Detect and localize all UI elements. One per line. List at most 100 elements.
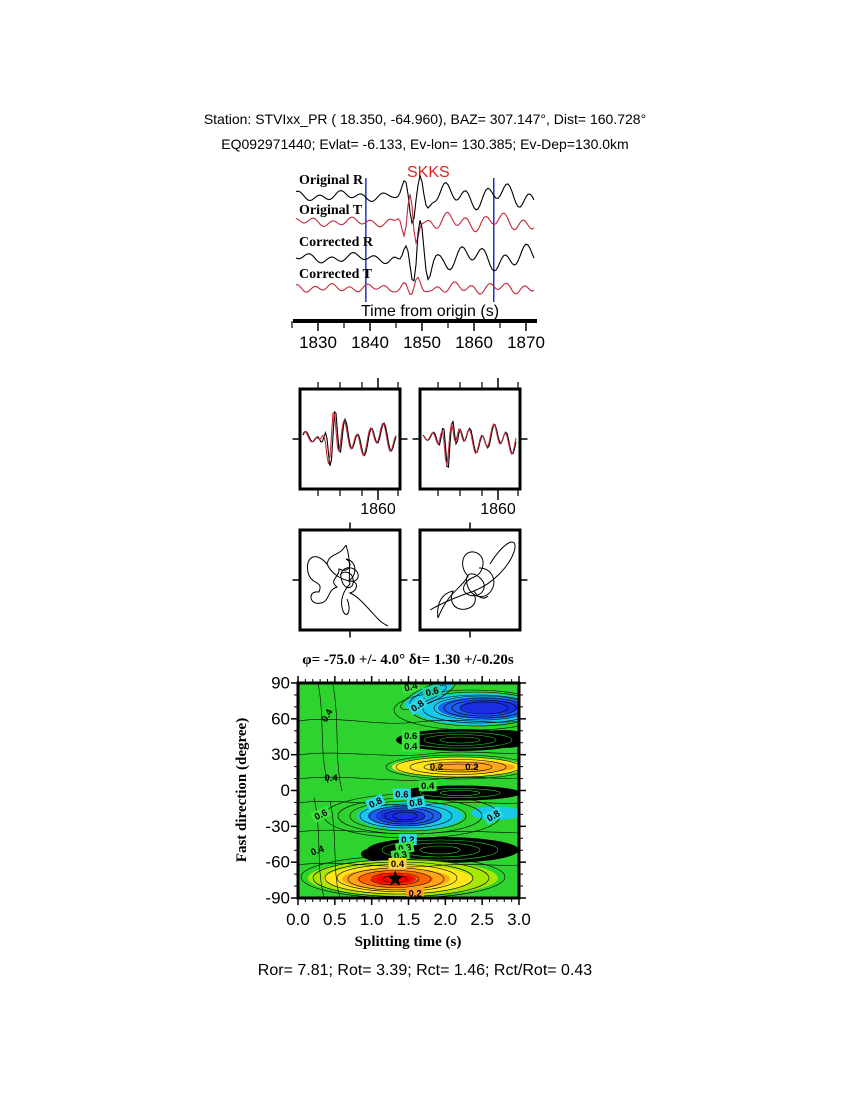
contour-x-tick-label: 1.0	[360, 910, 384, 929]
contour-label-bg	[401, 740, 420, 752]
contour-label: 0.4	[309, 843, 326, 858]
comparison-panel-1	[422, 420, 517, 468]
contour-label: 0.4	[400, 680, 421, 694]
trace-label-original-t: Original T	[299, 203, 363, 218]
contour-y-tick-label: -30	[265, 817, 290, 836]
analysis-window-lines	[365, 178, 495, 302]
contour-y-tick-label: 60	[271, 709, 290, 728]
contour-label: 0.6	[421, 683, 443, 700]
time-axis-label: Time from origin (s)	[361, 303, 499, 320]
contour-label-bg	[421, 683, 443, 700]
contour-label-bg	[482, 806, 504, 825]
contour-label-text: 0.2	[465, 762, 478, 773]
seismogram-trace-0	[295, 173, 535, 225]
contour-label-text: 0.8	[409, 797, 424, 810]
contour-y-tick-label: 0	[281, 781, 290, 800]
comparison-box-ticks	[292, 378, 528, 500]
contour-x-tick-label: 1.5	[397, 910, 421, 929]
comparison-panel-0	[302, 410, 397, 467]
contour-label-text: 0.6	[313, 807, 330, 823]
contour-label-text: 0.4	[403, 680, 419, 694]
comparison-traces	[302, 410, 517, 468]
particle-motion-panels	[292, 522, 528, 638]
contour-label-bg	[392, 788, 411, 800]
contour-x-tick-label: 0.0	[286, 910, 310, 929]
contour-title: φ= -75.0 +/- 4.0° δt= 1.30 +/-0.20s	[302, 652, 514, 668]
contour-lines-black	[298, 683, 519, 898]
contour-label-text: 0.2	[430, 762, 443, 773]
contour-label-text: 0.8	[367, 795, 384, 811]
contour-y-tick-label: -90	[265, 889, 290, 908]
contour-label-bg	[406, 696, 428, 716]
contour-y-tick-label: 90	[271, 674, 290, 693]
contour-y-tick-label: 30	[271, 745, 290, 764]
contour-label-bg	[364, 793, 386, 812]
particle-box-ticks	[292, 522, 528, 638]
contour-label-bg	[401, 730, 420, 742]
contour-label: 0.8	[406, 795, 426, 810]
fast-slow-comparison-panels: 1860 1860	[292, 378, 528, 518]
contour-label: 0.6	[401, 730, 420, 742]
particle-box-left	[298, 528, 402, 632]
contour-label: 0.2	[465, 762, 478, 773]
contour-label: 0.2	[398, 834, 417, 846]
stats-line: Ror= 7.81; Rot= 3.39; Rct= 1.46; Rct/Rot…	[257, 962, 593, 979]
contour-label: 0.4	[324, 773, 338, 784]
contour-fill-layers: 0.4 0.60.80.60.40.2 0.20.40.60.8 0.80.80.60…	[298, 680, 519, 900]
trace-label-original-r: Original R	[299, 173, 364, 188]
trace-label-corrected-r: Corrected R	[299, 235, 374, 250]
comparison-box-left	[298, 387, 402, 491]
contour-label: 0.2	[406, 887, 425, 900]
contour-label-text: 0.6	[425, 685, 441, 699]
particle-motion-curve-right	[429, 541, 516, 619]
contour-ylabel: Fast direction (degree)	[234, 718, 250, 862]
contour-y-tick-label: -60	[265, 853, 290, 872]
comparison-box-right	[418, 387, 522, 491]
seismogram-traces	[295, 173, 535, 296]
contour-label-text: 0.6	[404, 731, 417, 742]
time-axis-tick-label: 1840	[351, 333, 389, 352]
contour-label-text: 0.6	[395, 790, 408, 801]
seismogram-trace-1	[295, 194, 535, 245]
best-fit-star	[387, 870, 404, 886]
contour-x-tick-label: 3.0	[507, 910, 531, 929]
contour-label: 0.4	[401, 740, 420, 753]
contour-label-text: 0.2	[408, 889, 421, 900]
phase-arrival-label: SKKS	[407, 164, 450, 181]
seismogram-trace-3	[295, 276, 535, 296]
comparison-tick-label-left: 1860	[360, 501, 396, 518]
contour-label-bg	[310, 805, 332, 824]
contour-label: 0.8	[364, 793, 386, 812]
contour-label: 0.6	[310, 805, 332, 824]
contour-label-text: 0.4	[404, 742, 418, 753]
contour-x-tick-label: 2.5	[470, 910, 494, 929]
waveform-section: SKKS Original R Original T Corrected R C…	[291, 164, 545, 352]
comparison-tick-label-right: 1860	[480, 501, 516, 518]
contour-label-bg	[418, 780, 437, 792]
particle-motion-curve-left	[306, 544, 389, 627]
time-axis-tick-label: 1870	[507, 333, 545, 352]
time-axis-ticks: 1830 1840 1850 1860 1870	[291, 321, 545, 352]
event-info-line: EQ092971440; Evlat= -6.133, Ev-lon= 130.…	[221, 136, 629, 152]
comparison-trace-red	[422, 422, 517, 466]
comparison-trace-red	[302, 412, 397, 465]
contour-label-text: 0.4	[324, 773, 338, 784]
contour-label: 0.6	[392, 788, 411, 801]
time-axis-tick-label: 1860	[455, 333, 493, 352]
trace-label-corrected-t: Corrected T	[299, 267, 373, 282]
contour-label-text: 0.4	[421, 781, 435, 792]
contour-label-bg	[388, 857, 407, 869]
contour-x-tick-label: 2.0	[434, 910, 458, 929]
contour-label-bg	[398, 834, 417, 845]
contour-label: 0.4	[388, 857, 407, 870]
contour-axis-ticks	[291, 676, 526, 905]
particle-box-right	[418, 528, 522, 632]
comparison-trace-black	[302, 410, 397, 467]
contour-label: 0.2	[430, 762, 443, 773]
contour-x-tick-label: 0.5	[323, 910, 347, 929]
contour-label-bg	[406, 795, 426, 810]
seismogram-trace-2	[295, 220, 535, 282]
contour-label: 0.4	[418, 780, 437, 792]
